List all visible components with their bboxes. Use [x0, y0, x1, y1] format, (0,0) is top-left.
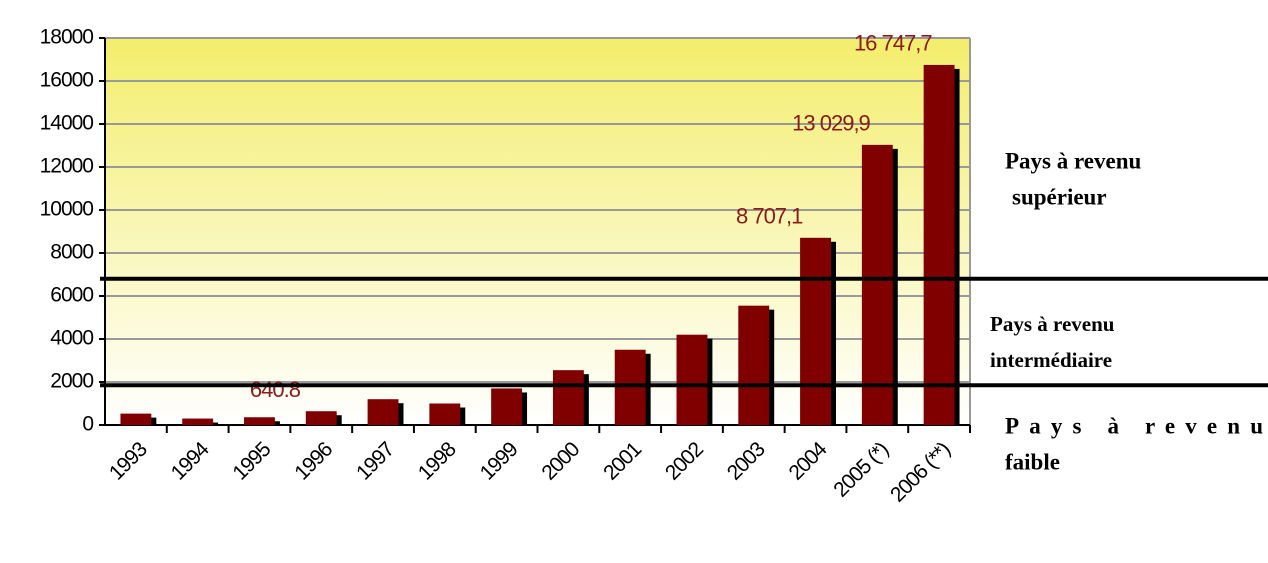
- bar: [182, 418, 214, 425]
- bar: [738, 305, 770, 425]
- x-tick-label: 1998: [414, 438, 461, 485]
- bar: [676, 334, 708, 425]
- y-tick-label: 8000: [50, 241, 93, 264]
- bar: [120, 413, 152, 425]
- x-tick-label: 1995: [228, 438, 275, 485]
- x-tick-label: 2001: [599, 438, 646, 485]
- plot-area: [105, 38, 970, 425]
- bar: [305, 411, 337, 425]
- annotation: intermédiaire: [990, 348, 1112, 372]
- value-label: 640.8: [250, 377, 301, 402]
- annotation: Pays à revenu: [990, 312, 1115, 336]
- bar: [491, 388, 523, 425]
- y-tick-label: 4000: [50, 327, 93, 350]
- bar: [800, 237, 831, 425]
- y-tick-label: 12000: [40, 155, 94, 178]
- bar: [367, 399, 399, 425]
- y-tick-label: 16000: [40, 69, 94, 92]
- x-tick-label: 2005 (*): [829, 438, 892, 501]
- annotation: Pays à revenu: [1005, 148, 1142, 173]
- y-tick-label: 18000: [40, 26, 94, 49]
- y-tick-label: 6000: [50, 284, 93, 307]
- bar: [429, 403, 461, 425]
- value-label: 8 707,1: [736, 204, 803, 229]
- bar: [244, 417, 275, 425]
- annotation: supérieur: [1012, 184, 1107, 209]
- bar: [923, 64, 955, 426]
- x-tick-label: 2006 (**): [886, 438, 955, 507]
- value-label: 16 747,7: [854, 31, 932, 56]
- x-tick-label: 1996: [290, 438, 337, 485]
- y-tick-label: 10000: [40, 198, 94, 221]
- x-tick-label: 2003: [723, 438, 770, 485]
- x-tick-label: 1994: [167, 437, 214, 484]
- x-tick-label: 1993: [105, 438, 152, 485]
- value-label: 13 029,9: [792, 111, 870, 136]
- bar: [861, 144, 893, 425]
- x-tick-label: 1999: [476, 438, 523, 485]
- y-tick-label: 2000: [50, 370, 93, 393]
- bar: [614, 349, 646, 425]
- y-tick-label: 14000: [40, 112, 94, 135]
- x-tick-label: 2000: [537, 438, 584, 485]
- annotation: Pays à revenu: [1005, 413, 1263, 438]
- x-tick-label: 2004: [785, 437, 832, 484]
- annotation: faible: [1005, 449, 1060, 474]
- y-tick-label: 0: [82, 413, 93, 436]
- x-tick-label: 1997: [352, 438, 399, 485]
- x-tick-label: 2002: [661, 438, 708, 485]
- bar: [552, 370, 584, 425]
